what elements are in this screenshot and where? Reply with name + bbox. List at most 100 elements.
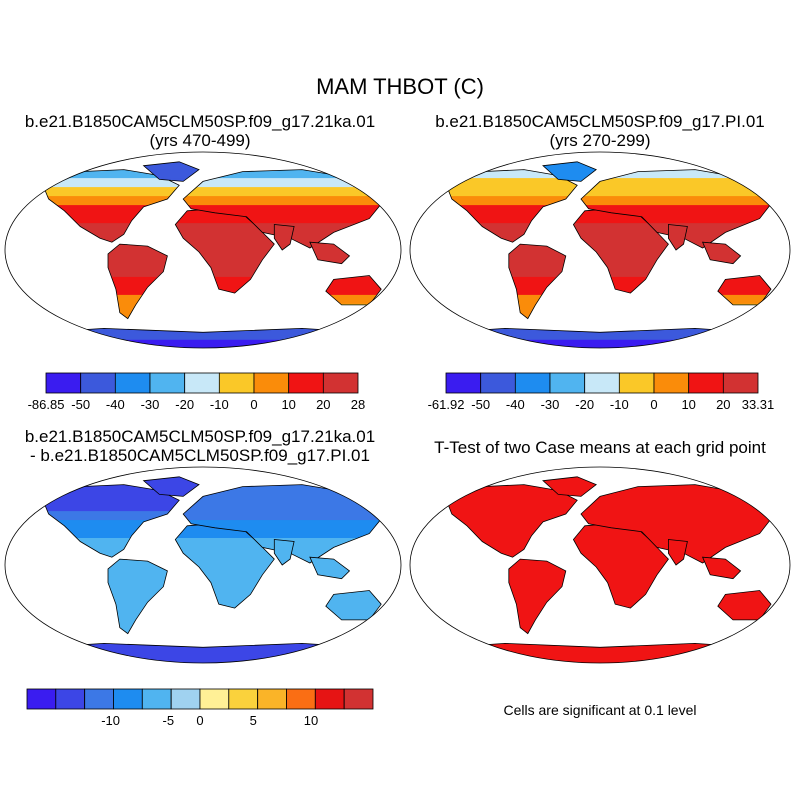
coastline-namerica	[443, 484, 578, 558]
coastline-eurasia	[182, 484, 386, 564]
map-difference-content	[12, 476, 394, 663]
map-panel-control	[409, 151, 791, 349]
colorbar-box	[549, 372, 586, 394]
coastline-samerica	[107, 243, 168, 320]
panel-case-title: b.e21.B1850CAM5CLM50SP.f09_g17.21ka.01	[24, 112, 376, 131]
panel-difference-subtitle: - b.e21.B1850CAM5CLM50SP.f09_g17.PI.01	[30, 446, 370, 465]
colorbar-control: -61.92 -50 -40 -30 -20 -10 0 10 20 33.31	[428, 372, 775, 412]
coastline-india	[273, 224, 295, 251]
panel-control-years: (yrs 270-299)	[549, 131, 651, 150]
panel-case-years: (yrs 470-499)	[149, 131, 251, 150]
coastline-eurasia	[580, 484, 776, 564]
land-greenland	[543, 476, 597, 497]
colorbar-box	[184, 372, 220, 394]
colorbar-box	[228, 688, 259, 710]
map-panel-case	[4, 151, 402, 349]
colorbar-tick-label: 0	[196, 713, 203, 728]
colorbar-box	[199, 688, 230, 710]
colorbar-box	[141, 688, 172, 710]
colorbar-box	[170, 688, 201, 710]
colorbar-box	[480, 372, 516, 394]
colorbar-tick-label: 20	[316, 397, 330, 412]
map-panel-ttest	[409, 466, 791, 664]
colorbar-tick-label: -86.85	[28, 397, 65, 412]
colorbar-tick-label: 10	[281, 397, 295, 412]
colorbar-box	[688, 372, 724, 394]
land-greenland	[143, 476, 199, 497]
colorbar-box	[113, 688, 143, 710]
figure-title: MAM THBOT (C)	[316, 74, 484, 99]
land-india	[668, 224, 688, 250]
colorbar-tick-label: 0	[250, 397, 257, 412]
coastline-namerica	[40, 169, 180, 243]
colorbar-box	[80, 372, 116, 394]
colorbar-tick-label: -20	[575, 397, 594, 412]
colorbar-tick-label: 0	[650, 397, 657, 412]
coastline-seasia	[701, 241, 742, 265]
panel-control-title: b.e21.B1850CAM5CLM50SP.f09_g17.PI.01	[435, 112, 765, 131]
colorbar-box	[253, 372, 290, 394]
land-india	[668, 539, 688, 565]
colorbar-box	[514, 372, 551, 394]
colorbar-box	[445, 372, 482, 394]
coastline-seasia	[309, 241, 351, 265]
panel-difference-title: b.e21.B1850CAM5CLM50SP.f09_g17.21ka.01	[24, 427, 376, 446]
colorbar-tick-label: -30	[141, 397, 160, 412]
colorbar-tick-label: 20	[716, 397, 730, 412]
map-difference-border	[4, 466, 402, 664]
coastline-eurasia	[580, 169, 776, 249]
coastline-greenland	[142, 476, 200, 497]
significance-note: Cells are significant at 0.1 level	[503, 702, 697, 718]
coastline-namerica	[40, 484, 180, 558]
coastline-samerica	[508, 243, 567, 320]
coastline-india	[668, 539, 688, 566]
colorbar-tick-label: 33.31	[742, 397, 775, 412]
land-india	[274, 224, 295, 250]
colorbar-tick-label: -40	[506, 397, 525, 412]
colorbar-box	[45, 372, 82, 394]
colorbar-tick-label: 5	[250, 713, 257, 728]
colorbar-box	[653, 372, 690, 394]
map-control-content	[417, 161, 783, 348]
colorbar-tick-label: -10	[210, 397, 229, 412]
colorbar-box	[584, 372, 620, 394]
colorbar-tick-label: -5	[163, 713, 175, 728]
colorbar-box	[149, 372, 186, 394]
coastline-namerica	[443, 169, 578, 243]
colorbar-box	[218, 372, 255, 394]
coastline-seasia	[309, 556, 351, 580]
colorbar-tick-label: -10	[101, 713, 120, 728]
land-india	[274, 539, 295, 565]
colorbar-tick-label: 28	[351, 397, 365, 412]
map-panel-difference	[4, 466, 402, 664]
panel-ttest-title: T-Test of two Case means at each grid po…	[434, 438, 766, 457]
coastline-eurasia	[182, 169, 386, 249]
colorbar-tick-label: -50	[471, 397, 490, 412]
colorbar-box	[55, 688, 85, 710]
coastline-samerica	[508, 558, 567, 635]
coastline-samerica	[107, 558, 168, 635]
coastline-india	[668, 224, 688, 251]
colorbar-tick-label: -40	[106, 397, 125, 412]
colorbar-box	[288, 372, 324, 394]
land-greenland	[143, 161, 199, 182]
colorbar-tick-label: -50	[71, 397, 90, 412]
coastline-greenland	[542, 161, 597, 182]
map-control-border	[409, 151, 791, 349]
colorbar-box	[84, 688, 114, 710]
land-greenland	[543, 161, 597, 182]
colorbar-box	[343, 688, 374, 710]
map-case-border	[4, 151, 402, 349]
colorbar-tick-label: -10	[610, 397, 629, 412]
colorbar-box	[286, 688, 316, 710]
map-case-content	[12, 161, 394, 348]
coastline-india	[273, 539, 295, 566]
colorbar-tick-label: -30	[541, 397, 560, 412]
coastline-seasia	[701, 556, 742, 580]
colorbar-tick-label: 10	[681, 397, 695, 412]
colorbar-box	[722, 372, 759, 394]
colorbar-tick-label: 10	[304, 713, 318, 728]
colorbar-box	[314, 688, 345, 710]
colorbar-box	[618, 372, 655, 394]
